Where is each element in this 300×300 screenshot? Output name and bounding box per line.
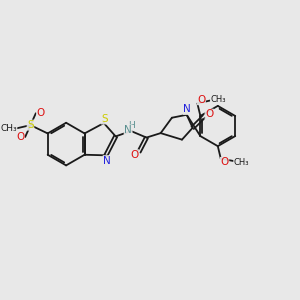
Text: CH₃: CH₃ (234, 158, 249, 166)
Text: O: O (205, 109, 213, 119)
Text: O: O (220, 158, 229, 167)
Text: N: N (183, 104, 191, 114)
Text: O: O (16, 132, 24, 142)
Text: H: H (128, 121, 135, 130)
Text: N: N (124, 125, 132, 135)
Text: CH₃: CH₃ (0, 124, 17, 133)
Text: CH₃: CH₃ (210, 95, 226, 104)
Text: O: O (37, 108, 45, 118)
Text: S: S (27, 120, 34, 130)
Text: S: S (101, 114, 108, 124)
Text: O: O (130, 150, 138, 160)
Text: O: O (197, 95, 206, 105)
Text: N: N (103, 156, 111, 166)
